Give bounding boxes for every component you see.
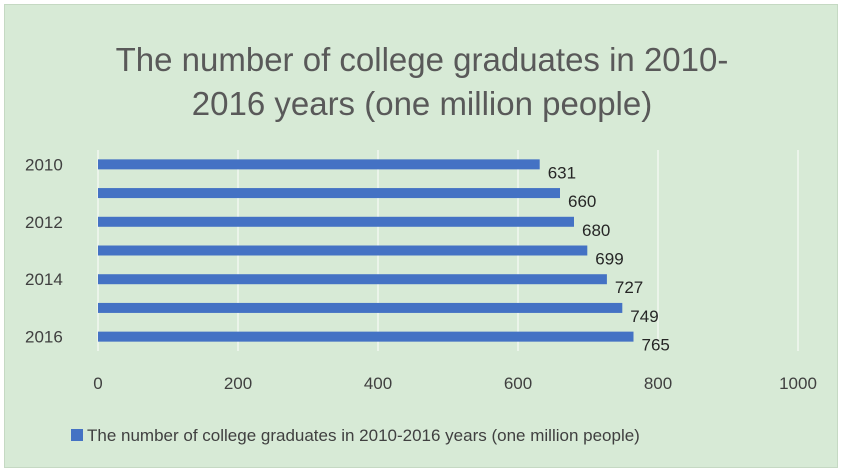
x-tick-label-200: 200 [224,374,252,393]
x-tick-label-400: 400 [364,374,392,393]
y-axis-ticks: 2010 2012 2014 2016 [25,155,63,346]
x-tick-label-0: 0 [93,374,102,393]
bar-2016 [98,331,634,342]
legend-swatch [71,429,83,441]
bar-2015 [98,302,623,313]
x-axis-ticks: 0 200 400 600 800 1000 [93,374,817,393]
chart-area: The number of college graduates in 2010-… [4,4,838,468]
legend-label: The number of college graduates in 2010-… [87,426,640,445]
bar-chart: The number of college graduates in 2010-… [25,41,817,445]
y-tick-label-2016: 2016 [25,328,63,347]
chart-title-line-1: The number of college graduates in 2010- [116,41,729,78]
y-tick-label-2014: 2014 [25,270,63,289]
data-label-2011: 660 [568,192,596,211]
x-tick-label-600: 600 [504,374,532,393]
bar-2014 [98,274,607,285]
data-labels: 631 660 680 699 727 749 765 [548,163,670,354]
bars [98,159,634,342]
y-tick-label-2010: 2010 [25,155,63,174]
data-label-2015: 749 [630,307,658,326]
data-label-2016: 765 [642,336,670,355]
data-label-2014: 727 [615,278,643,297]
data-label-2010: 631 [548,163,576,182]
data-label-2013: 699 [595,250,623,269]
bar-2012 [98,216,574,227]
chart-title-line-2: 2016 years (one million people) [192,85,652,122]
data-label-2012: 680 [582,221,610,240]
bar-2013 [98,245,588,256]
y-tick-label-2012: 2012 [25,213,63,232]
x-tick-label-1000: 1000 [779,374,817,393]
bar-2011 [98,188,560,199]
legend: The number of college graduates in 2010-… [71,426,640,445]
x-tick-label-800: 800 [644,374,672,393]
bar-2010 [98,159,540,170]
